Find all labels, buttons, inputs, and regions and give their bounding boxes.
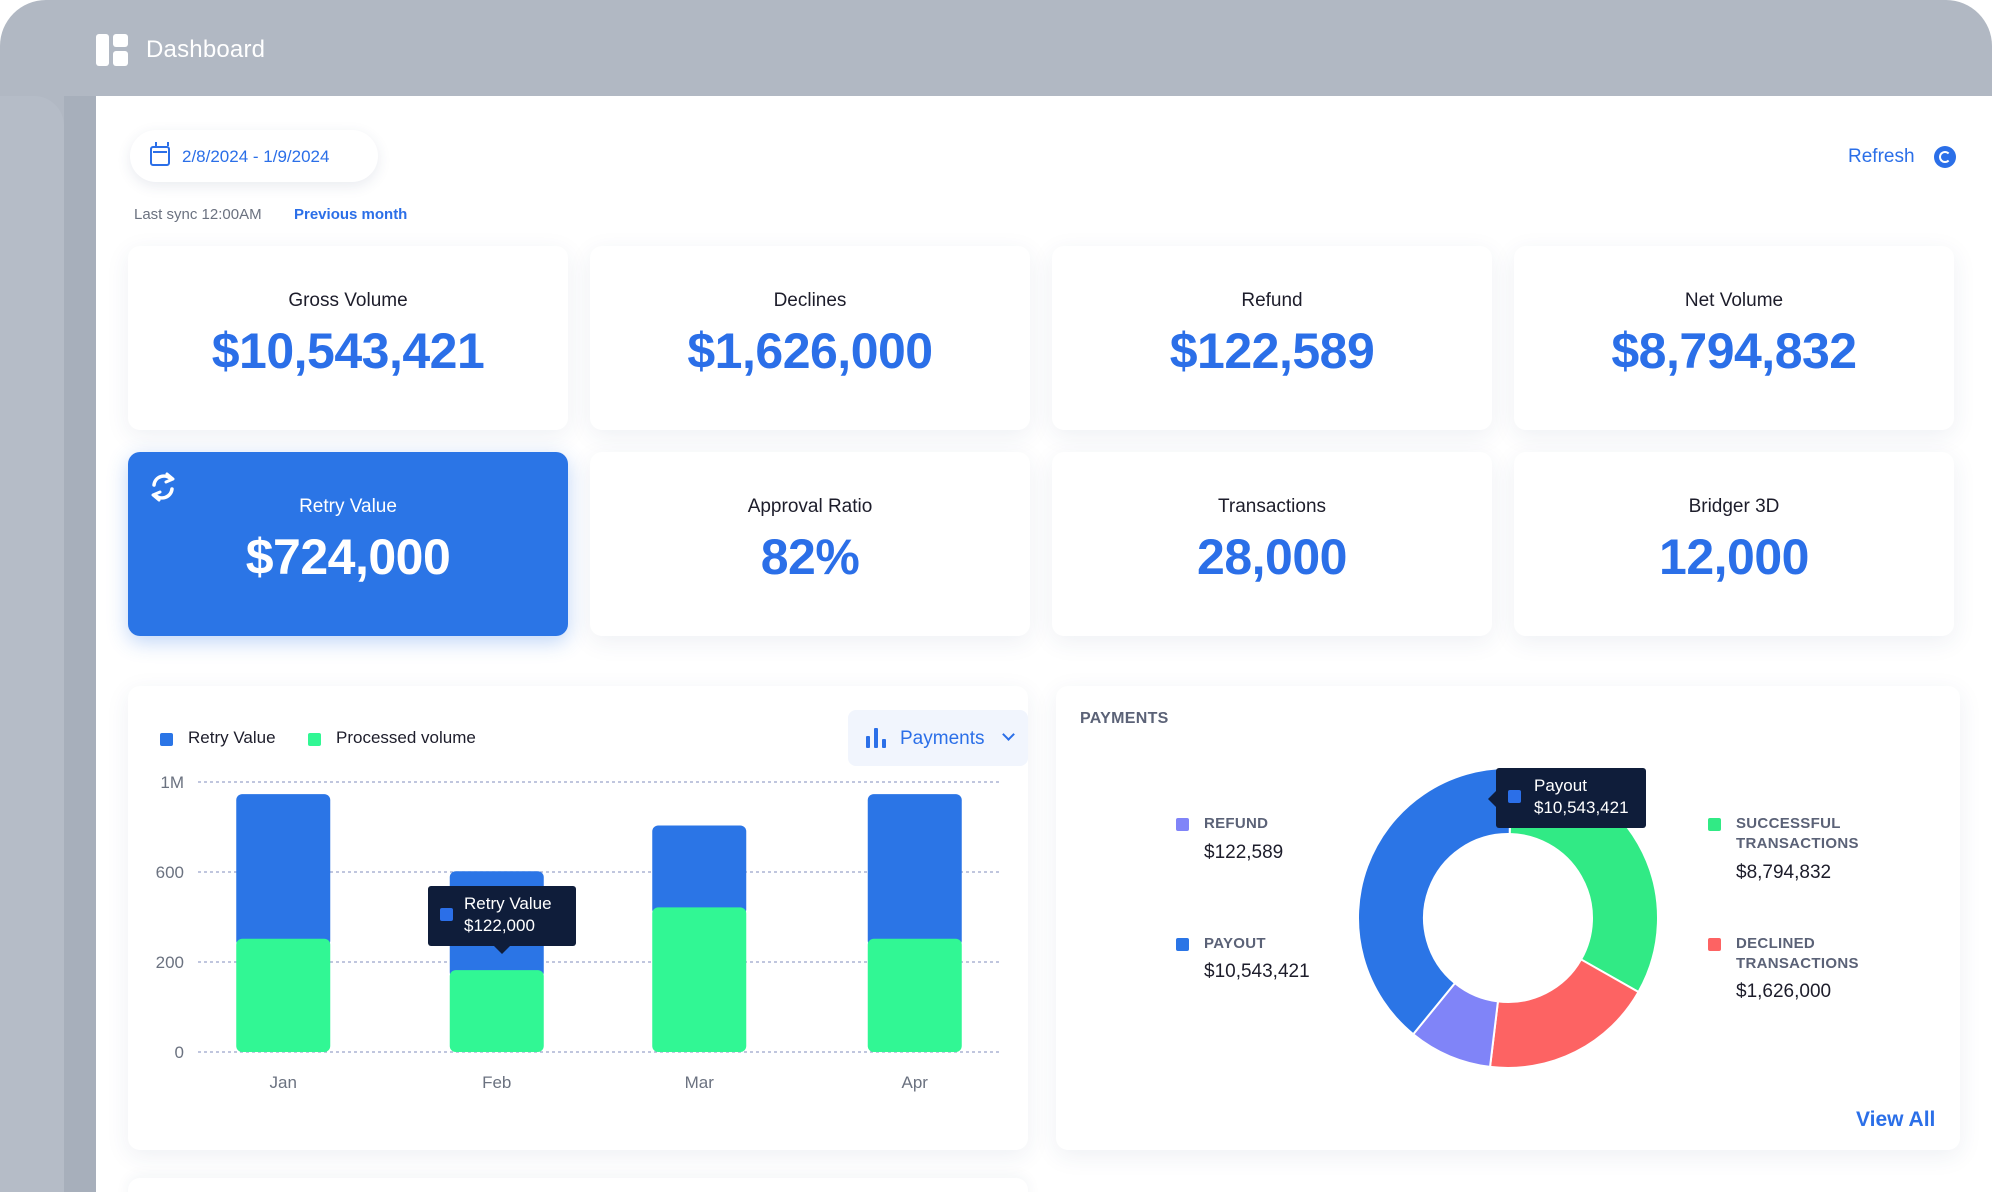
metric-label: Declines (773, 290, 847, 311)
x-tick-label: Mar (685, 1073, 715, 1092)
refresh-icon[interactable] (1934, 146, 1956, 168)
bar-retry-value (652, 825, 747, 916)
metric-value: $1,626,000 (687, 323, 933, 379)
retry-icon (151, 472, 175, 502)
x-tick-label: Feb (482, 1073, 511, 1092)
legend-label-refund: REFUND (1204, 815, 1269, 832)
donut-slice-declined-transactions (1488, 958, 1640, 1069)
donut-tooltip: Payout $10,543,421 (1496, 768, 1646, 828)
sidebar-divider (64, 96, 96, 1192)
metric-value: 82% (760, 529, 860, 585)
donut-slice-payout (1357, 767, 1513, 1036)
metric-card-declines[interactable]: Declines $1,626,000 (590, 246, 1030, 430)
sidebar (0, 96, 64, 1192)
legend-swatch-refund (1176, 818, 1189, 831)
previous-month-link[interactable]: Previous month (294, 206, 408, 223)
y-tick-label: 600 (156, 863, 184, 882)
tooltip-pointer (1488, 791, 1496, 807)
metric-card-transactions[interactable]: Transactions 28,000 (1052, 452, 1492, 636)
y-tick-label: 0 (175, 1043, 184, 1062)
metric-label: Retry Value (299, 496, 397, 517)
tooltip-swatch (1508, 790, 1521, 803)
view-all-link[interactable]: View All (1856, 1108, 1936, 1131)
metric-card-gross-volume[interactable]: Gross Volume $10,543,421 (128, 246, 568, 430)
app-title: Dashboard (146, 36, 266, 63)
tooltip-value: $10,543,421 (1534, 798, 1629, 817)
legend-swatch-retry-value (160, 733, 173, 746)
metric-value: $10,543,421 (211, 323, 485, 379)
tooltip-swatch (440, 908, 453, 921)
last-sync-text: Last sync 12:00AM (134, 206, 262, 223)
tooltip-value: $122,000 (464, 916, 535, 935)
tooltip-pointer (494, 946, 510, 954)
next-panel-peek (128, 1178, 1028, 1192)
metric-value: $8,794,832 (1611, 323, 1857, 379)
payments-dropdown-label: Payments (900, 728, 985, 749)
metric-label: Bridger 3D (1688, 496, 1780, 517)
metric-label: Approval Ratio (747, 496, 873, 517)
legend-value-payout: $10,543,421 (1204, 961, 1310, 982)
metric-label: Refund (1241, 290, 1303, 311)
metric-label: Net Volume (1684, 290, 1784, 311)
legend-value-successful-transactions: $8,794,832 (1736, 862, 1832, 883)
top-bar: Dashboard (0, 0, 1992, 96)
metric-card-refund[interactable]: Refund $122,589 (1052, 246, 1492, 430)
legend-label-processed-volume: Processed volume (336, 728, 476, 747)
tooltip-series: Retry Value (464, 894, 552, 913)
metric-value: $122,589 (1169, 323, 1375, 379)
metric-label: Transactions (1217, 496, 1327, 517)
payments-dropdown[interactable]: Payments (848, 710, 1028, 766)
payments-panel-title: PAYMENTS (1080, 710, 1169, 727)
calendar-icon (150, 142, 170, 166)
metric-card-retry-value[interactable]: Retry Value $724,000 (128, 452, 568, 636)
bar-retry-value (236, 794, 331, 947)
bar-processed-volume (236, 938, 331, 1052)
date-range-text: 2/8/2024 - 1/9/2024 (182, 147, 330, 166)
bar-retry-value (867, 794, 962, 947)
date-range-picker[interactable]: 2/8/2024 - 1/9/2024 (130, 130, 378, 182)
legend-value-declined-transactions: $1,626,000 (1736, 981, 1832, 1002)
legend-label-declined-transactions: DECLINED TRANSACTIONS (1736, 935, 1859, 972)
metric-label: Gross Volume (288, 290, 408, 311)
bar-processed-volume (867, 938, 962, 1052)
tooltip-label: Payout (1534, 776, 1587, 795)
y-tick-label: 200 (156, 953, 184, 972)
metric-card-approval-ratio[interactable]: Approval Ratio 82% (590, 452, 1030, 636)
legend-label-successful-transactions: SUCCESSFUL TRANSACTIONS (1736, 815, 1859, 852)
metric-value: $724,000 (245, 529, 451, 585)
metric-card-bridger-3d[interactable]: Bridger 3D 12,000 (1514, 452, 1954, 636)
metric-value: 12,000 (1659, 529, 1809, 585)
x-tick-label: Apr (902, 1073, 929, 1092)
legend-label-payout: PAYOUT (1204, 935, 1266, 952)
refresh-button[interactable]: Refresh (1848, 146, 1915, 167)
legend-label-retry-value: Retry Value (188, 728, 276, 747)
legend-swatch-declined-transactions (1708, 938, 1721, 951)
payments-donut-chart (1357, 767, 1659, 1069)
bar-chart-panel: Retry Value Processed volume Payments 1M… (128, 686, 1028, 1150)
legend-swatch-processed-volume (308, 733, 321, 746)
bar-chart-icon (866, 728, 888, 748)
dashboard-logo-icon (96, 34, 128, 66)
payments-donut-panel: PAYMENTS REFUND $122,589 PAYOUT $10,543,… (1056, 686, 1960, 1150)
stacked-bar-chart: 1M 600 200 0 Jan Feb Mar Apr (156, 773, 1000, 1092)
y-tick-label: 1M (160, 773, 184, 792)
legend-swatch-payout (1176, 938, 1189, 951)
metric-card-net-volume[interactable]: Net Volume $8,794,832 (1514, 246, 1954, 430)
bar-processed-volume (652, 907, 747, 1052)
metric-value: 28,000 (1197, 529, 1347, 585)
x-tick-label: Jan (270, 1073, 297, 1092)
main-content: 2/8/2024 - 1/9/2024 Last sync 12:00AM Pr… (96, 96, 1992, 1192)
bar-tooltip: Retry Value $122,000 (428, 886, 576, 946)
bar-processed-volume (449, 970, 544, 1052)
legend-swatch-successful-transactions (1708, 818, 1721, 831)
legend-value-refund: $122,589 (1204, 842, 1284, 863)
